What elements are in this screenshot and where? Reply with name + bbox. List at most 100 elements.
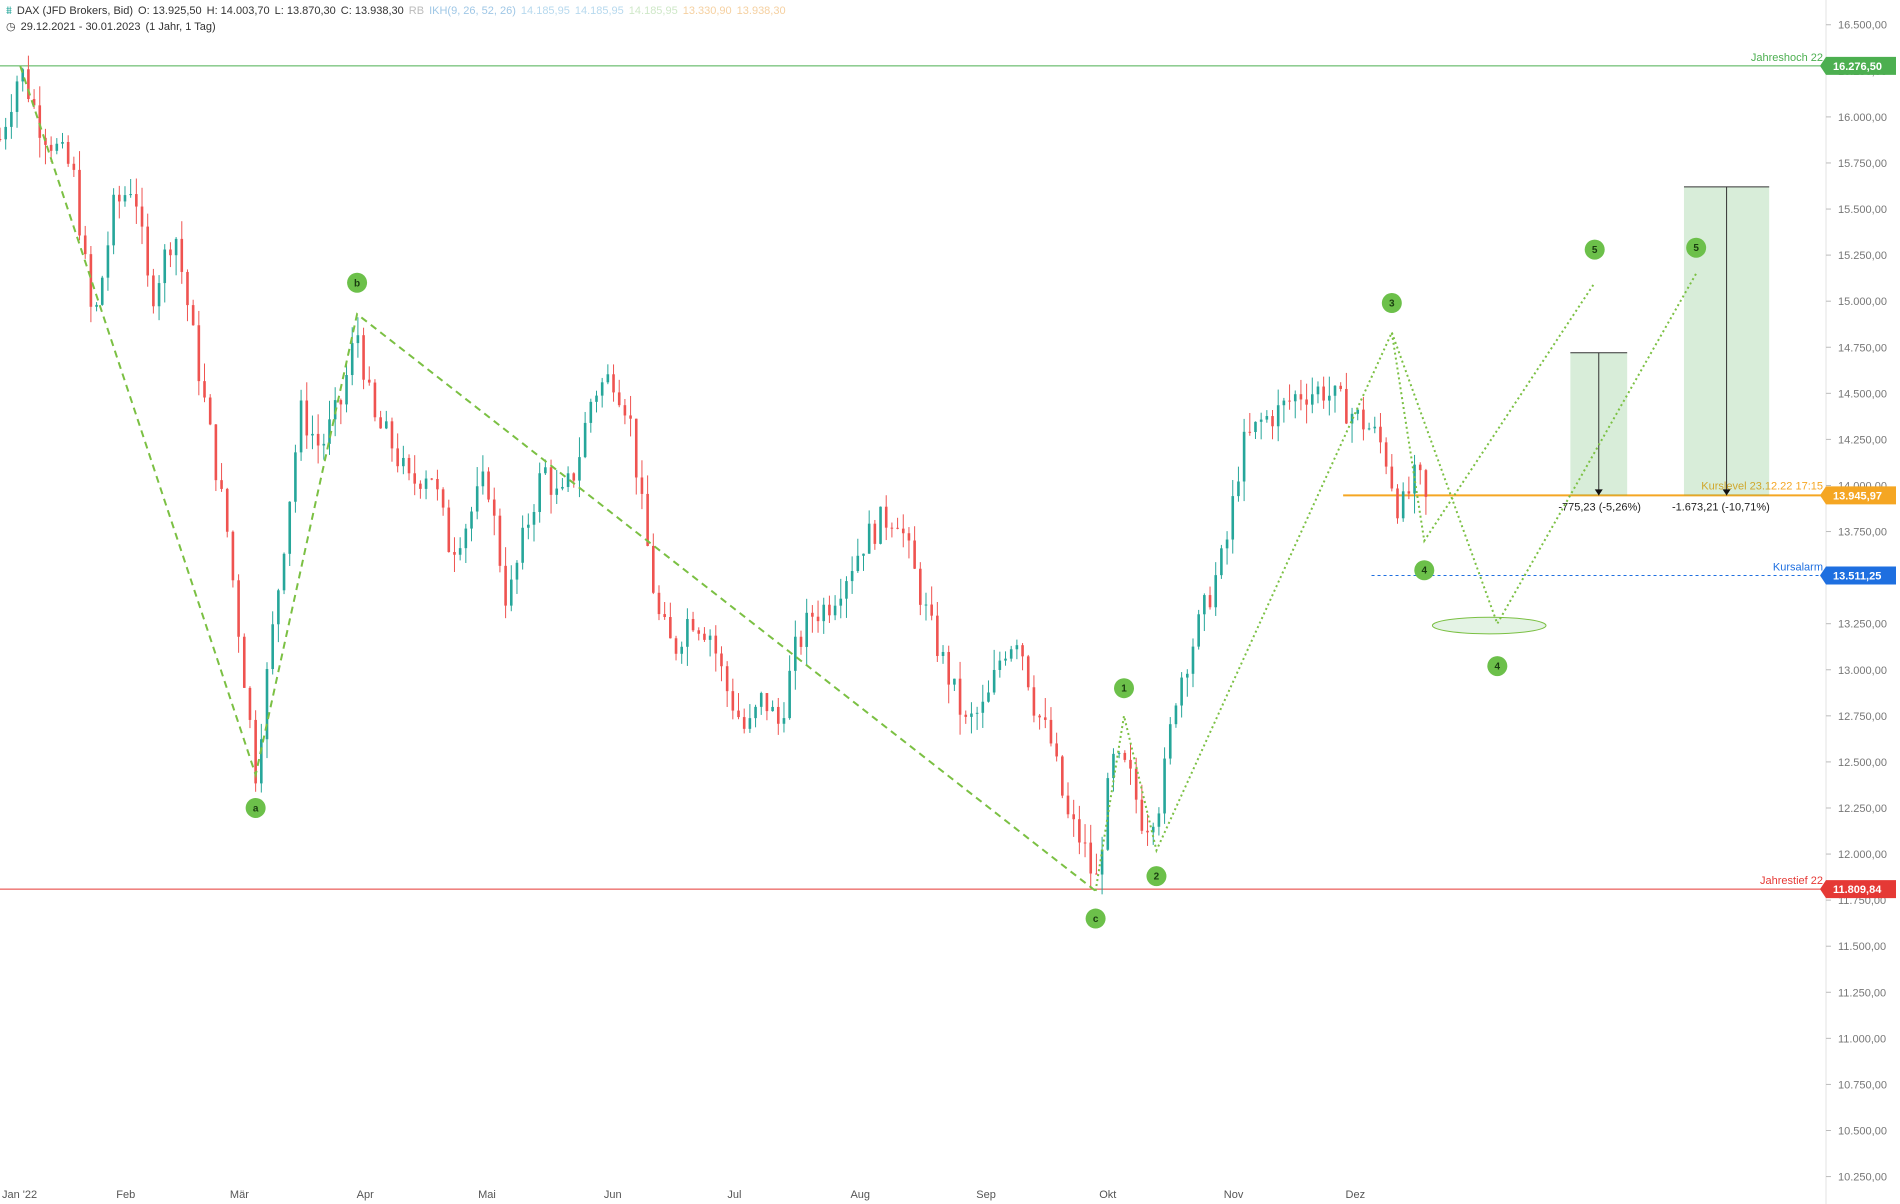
candle-body — [288, 501, 292, 554]
x-tick-label: Aug — [850, 1189, 870, 1201]
candle-body — [606, 374, 610, 383]
y-tick-label: 16.500,00 — [1838, 20, 1887, 32]
candle-body — [1106, 778, 1110, 850]
candle-body — [157, 283, 161, 307]
candle-body — [362, 335, 365, 380]
y-tick-label: 14.500,00 — [1838, 388, 1887, 400]
candle-body — [1248, 431, 1252, 433]
candle-body — [299, 400, 303, 453]
candle-body — [805, 612, 808, 647]
candle-body — [1157, 813, 1161, 827]
candle-body — [322, 443, 326, 446]
candle-body — [424, 478, 428, 489]
x-tick-label: Dez — [1346, 1189, 1366, 1201]
candle-body — [1140, 799, 1144, 831]
candle-body — [487, 471, 490, 500]
candle-body — [345, 375, 348, 405]
x-tick-label: Jan '22 — [2, 1189, 37, 1201]
wave-c-marker — [1085, 908, 1106, 929]
wave-2-marker — [1146, 866, 1167, 887]
candle-body — [1220, 548, 1223, 576]
candle-body — [441, 489, 445, 508]
candle-body — [481, 471, 485, 487]
candle-body — [248, 687, 252, 720]
candle-body — [697, 630, 701, 634]
clock-icon: ◷ — [6, 21, 16, 33]
y-tick-label: 15.500,00 — [1838, 204, 1887, 216]
wave-a-marker — [245, 797, 266, 818]
candle-body — [953, 678, 956, 685]
candle-body — [867, 523, 871, 554]
target-ellipse — [1431, 616, 1547, 635]
y-tick-label: 10.250,00 — [1838, 1172, 1887, 1184]
candle-body — [55, 143, 59, 151]
candle-body — [884, 506, 888, 528]
candle-body — [4, 126, 7, 140]
candle-body — [970, 713, 973, 717]
candle-body — [901, 528, 905, 534]
x-tick-label: Okt — [1099, 1189, 1116, 1201]
candle-body — [992, 669, 996, 693]
kurslevel-tag — [1820, 486, 1896, 505]
candle-body — [1310, 394, 1314, 405]
x-tick-label: Mär — [230, 1189, 249, 1201]
price-alarm-tag-text: 13.511,25 — [1833, 571, 1881, 583]
ohlc-low: L: 13.870,30 — [274, 5, 336, 17]
candle-body — [890, 527, 894, 529]
candle-body — [89, 254, 93, 307]
ohlc-open: O: 13.925,50 — [138, 5, 202, 17]
date-range: 29.12.2021 - 30.01.2023 — [20, 21, 141, 33]
y-tick-label: 10.500,00 — [1838, 1125, 1887, 1137]
candle-body — [856, 555, 860, 572]
y-tick-label: 15.750,00 — [1838, 158, 1887, 170]
candle-body — [430, 478, 434, 480]
candle-body — [583, 422, 587, 458]
indicator-rb[interactable]: RB — [408, 5, 425, 17]
candle-body — [987, 692, 990, 702]
y-tick-label: 11.250,00 — [1838, 987, 1886, 999]
candle-body — [748, 718, 752, 729]
candle-body — [123, 195, 127, 202]
candle-body — [1413, 464, 1416, 494]
candle-body — [1134, 768, 1138, 800]
y-tick-label: 13.000,00 — [1838, 665, 1887, 677]
wave-3-label: 3 — [1389, 299, 1395, 310]
candle-body — [623, 405, 627, 416]
indicator-ikh[interactable]: IKH(9, 26, 52, 26) — [429, 5, 516, 17]
year-low-tag-text: 11.809,84 — [1833, 884, 1882, 896]
candle-body — [674, 638, 678, 654]
alt-wave-5-marker — [1686, 237, 1707, 258]
x-tick-label: Sep — [976, 1189, 996, 1201]
candle-body — [163, 249, 167, 284]
candle-body — [1100, 849, 1104, 875]
time-axis: Jan '22 Feb Mär Apr Mai Jun Jul Aug Sep Okt Nov Dez — [2, 1189, 1365, 1201]
candle-body — [509, 579, 513, 606]
candle-body — [38, 105, 42, 138]
candle-body — [373, 382, 377, 418]
candle-body — [759, 693, 763, 707]
candle-body — [629, 415, 632, 419]
y-tick-label: 14.750,00 — [1838, 342, 1887, 354]
candle-body — [1299, 394, 1303, 400]
price-alarm-label: Kursalarm — [1773, 562, 1823, 574]
candle-body — [947, 651, 951, 685]
candle-body — [714, 635, 718, 654]
candle-body — [1043, 717, 1047, 720]
candle-body — [1339, 385, 1342, 389]
candle-body — [578, 457, 581, 481]
candle-body — [845, 581, 848, 599]
wave-2-label: 2 — [1154, 872, 1160, 883]
candle-body — [464, 528, 468, 549]
indicator-value: 13.330,90 — [682, 5, 732, 17]
target-box-label: -1.673,21 (-10,71%) — [1672, 501, 1770, 513]
candle-body — [1384, 442, 1388, 467]
candle-body — [294, 452, 297, 502]
candle-body — [754, 706, 757, 719]
candle-body — [1117, 752, 1121, 754]
candle-body — [1168, 724, 1172, 759]
candle-body — [260, 739, 263, 784]
candle-body — [1072, 814, 1075, 820]
alt-wave-4-label: 4 — [1495, 662, 1501, 673]
candle-body — [1174, 705, 1178, 725]
